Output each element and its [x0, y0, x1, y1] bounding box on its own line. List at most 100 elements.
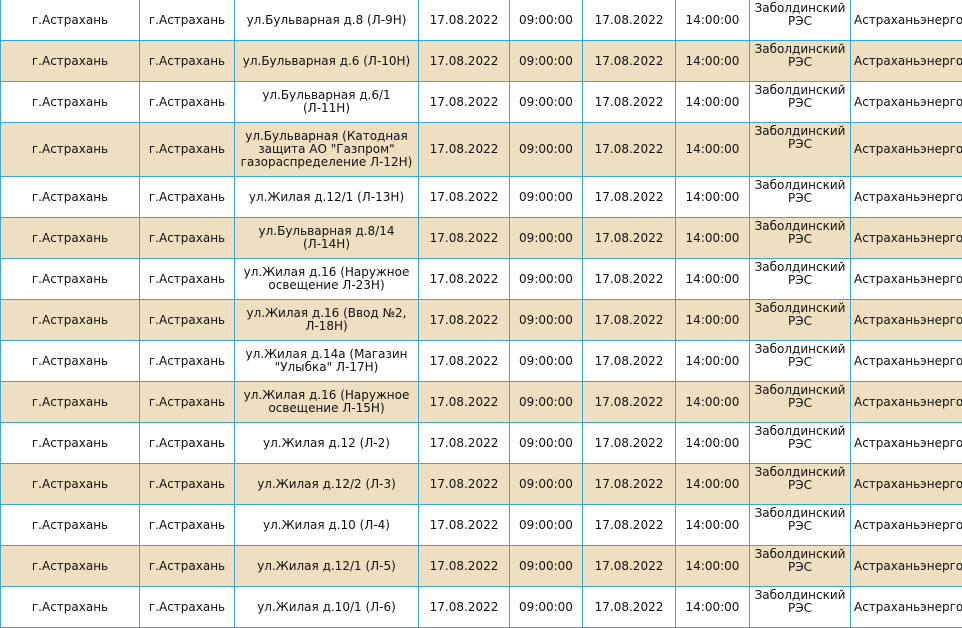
table-row: г.Астрахань г.Астрахань ул.Бульварная д.…	[0, 40, 962, 82]
table-row: г.Астрахань г.Астрахань ул.Жилая д.16 (В…	[0, 299, 962, 341]
cell-end-time: 14:00:00	[675, 176, 750, 218]
cell-res: Заболдинский РЭС	[749, 381, 851, 423]
cell-start-date: 17.08.2022	[418, 40, 510, 82]
table-row: г.Астрахань г.Астрахань ул.Жилая д.16 (Н…	[0, 258, 962, 300]
cell-end-time: 14:00:00	[675, 422, 750, 464]
cell-settlement: г.Астрахань	[139, 122, 235, 177]
cell-res: Заболдинский РЭС	[749, 258, 851, 300]
cell-end-date: 17.08.2022	[582, 258, 676, 300]
cell-locality: г.Астрахань	[0, 258, 140, 300]
cell-company: Астраханьэнерго	[850, 504, 962, 546]
cell-end-time: 14:00:00	[675, 504, 750, 546]
cell-end-date: 17.08.2022	[582, 217, 676, 259]
cell-company: Астраханьэнерго	[850, 176, 962, 218]
cell-locality: г.Астрахань	[0, 586, 140, 628]
table-row: г.Астрахань г.Астрахань ул.Жилая д.12/2 …	[0, 463, 962, 505]
cell-address: ул.Жилая д.12 (Л-2)	[234, 422, 419, 464]
table-row: г.Астрахань г.Астрахань ул.Бульварная д.…	[0, 217, 962, 259]
cell-start-time: 09:00:00	[509, 81, 583, 123]
cell-res: Заболдинский РЭС	[749, 545, 851, 587]
cell-address: ул.Жилая д.10 (Л-4)	[234, 504, 419, 546]
cell-start-date: 17.08.2022	[418, 122, 510, 177]
cell-start-date: 17.08.2022	[418, 0, 510, 41]
cell-start-time: 09:00:00	[509, 122, 583, 177]
cell-settlement: г.Астрахань	[139, 299, 235, 341]
cell-settlement: г.Астрахань	[139, 545, 235, 587]
cell-company: Астраханьэнерго	[850, 463, 962, 505]
cell-locality: г.Астрахань	[0, 422, 140, 464]
cell-settlement: г.Астрахань	[139, 258, 235, 300]
cell-company: Астраханьэнерго	[850, 0, 962, 41]
cell-res: Заболдинский РЭС	[749, 81, 851, 123]
cell-end-date: 17.08.2022	[582, 545, 676, 587]
cell-end-date: 17.08.2022	[582, 586, 676, 628]
cell-end-date: 17.08.2022	[582, 504, 676, 546]
cell-end-date: 17.08.2022	[582, 463, 676, 505]
cell-locality: г.Астрахань	[0, 504, 140, 546]
cell-start-time: 09:00:00	[509, 504, 583, 546]
cell-end-time: 14:00:00	[675, 299, 750, 341]
cell-address: ул.Бульварная д.6/1 (Л-11Н)	[234, 81, 419, 123]
cell-res: Заболдинский РЭС	[749, 422, 851, 464]
cell-locality: г.Астрахань	[0, 299, 140, 341]
cell-address: ул.Жилая д.14а (Магазин "Улыбка" Л-17Н)	[234, 340, 419, 382]
cell-locality: г.Астрахань	[0, 545, 140, 587]
table-row: г.Астрахань г.Астрахань ул.Жилая д.10 (Л…	[0, 504, 962, 546]
cell-settlement: г.Астрахань	[139, 463, 235, 505]
cell-company: Астраханьэнерго	[850, 422, 962, 464]
cell-res: Заболдинский РЭС	[749, 40, 851, 82]
cell-settlement: г.Астрахань	[139, 381, 235, 423]
cell-address: ул.Жилая д.12/2 (Л-3)	[234, 463, 419, 505]
cell-address: ул.Жилая д.12/1 (Л-5)	[234, 545, 419, 587]
cell-end-time: 14:00:00	[675, 545, 750, 587]
cell-start-time: 09:00:00	[509, 258, 583, 300]
cell-start-date: 17.08.2022	[418, 81, 510, 123]
cell-settlement: г.Астрахань	[139, 340, 235, 382]
cell-locality: г.Астрахань	[0, 463, 140, 505]
cell-locality: г.Астрахань	[0, 0, 140, 41]
cell-end-date: 17.08.2022	[582, 40, 676, 82]
cell-settlement: г.Астрахань	[139, 40, 235, 82]
cell-end-date: 17.08.2022	[582, 0, 676, 41]
cell-res: Заболдинский РЭС	[749, 217, 851, 259]
cell-address: ул.Жилая д.10/1 (Л-6)	[234, 586, 419, 628]
cell-locality: г.Астрахань	[0, 217, 140, 259]
cell-address: ул.Бульварная д.8 (Л-9Н)	[234, 0, 419, 41]
cell-end-time: 14:00:00	[675, 217, 750, 259]
cell-res: Заболдинский РЭС	[749, 340, 851, 382]
cell-end-time: 14:00:00	[675, 81, 750, 123]
cell-start-time: 09:00:00	[509, 340, 583, 382]
table-row: г.Астрахань г.Астрахань ул.Жилая д.12/1 …	[0, 545, 962, 587]
cell-end-time: 14:00:00	[675, 381, 750, 423]
cell-end-date: 17.08.2022	[582, 81, 676, 123]
cell-start-date: 17.08.2022	[418, 176, 510, 218]
cell-start-time: 09:00:00	[509, 40, 583, 82]
cell-start-date: 17.08.2022	[418, 586, 510, 628]
cell-company: Астраханьэнерго	[850, 122, 962, 177]
cell-end-time: 14:00:00	[675, 586, 750, 628]
cell-start-date: 17.08.2022	[418, 504, 510, 546]
cell-start-time: 09:00:00	[509, 217, 583, 259]
cell-settlement: г.Астрахань	[139, 422, 235, 464]
table-row: г.Астрахань г.Астрахань ул.Бульварная д.…	[0, 81, 962, 123]
cell-company: Астраханьэнерго	[850, 299, 962, 341]
cell-company: Астраханьэнерго	[850, 340, 962, 382]
cell-end-date: 17.08.2022	[582, 340, 676, 382]
cell-start-date: 17.08.2022	[418, 299, 510, 341]
cell-locality: г.Астрахань	[0, 122, 140, 177]
cell-address: ул.Жилая д.16 (Ввод №2, Л-18Н)	[234, 299, 419, 341]
cell-settlement: г.Астрахань	[139, 586, 235, 628]
cell-start-date: 17.08.2022	[418, 381, 510, 423]
cell-locality: г.Астрахань	[0, 340, 140, 382]
cell-start-time: 09:00:00	[509, 545, 583, 587]
cell-settlement: г.Астрахань	[139, 0, 235, 41]
table-row: г.Астрахань г.Астрахань ул.Жилая д.16 (Н…	[0, 381, 962, 423]
cell-locality: г.Астрахань	[0, 381, 140, 423]
cell-res: Заболдинский РЭС	[749, 0, 851, 41]
cell-res: Заболдинский РЭС	[749, 122, 851, 177]
cell-address: ул.Жилая д.16 (Наружное освещение Л-23Н)	[234, 258, 419, 300]
cell-res: Заболдинский РЭС	[749, 299, 851, 341]
cell-address: ул.Бульварная (Катодная защита АО "Газпр…	[234, 122, 419, 177]
cell-end-date: 17.08.2022	[582, 122, 676, 177]
